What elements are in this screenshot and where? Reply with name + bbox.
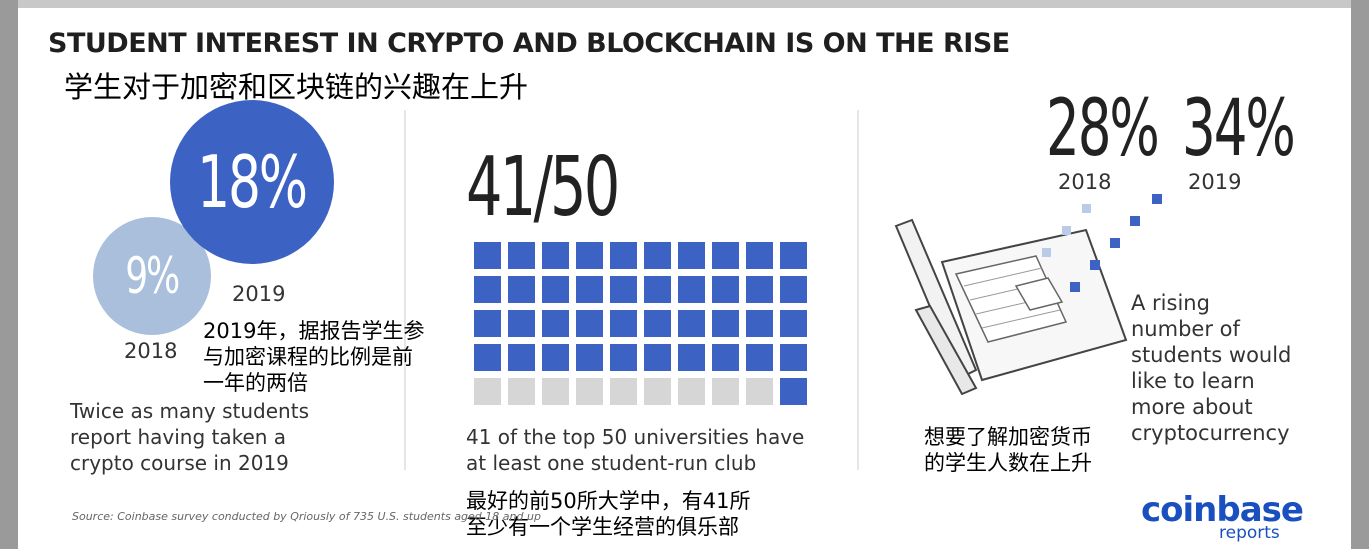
waffle-cell-filled: [644, 310, 671, 337]
bubble-2019-year: 2019: [232, 282, 286, 306]
left-frame: [0, 0, 18, 549]
trend-dot-2018-1: [1082, 204, 1091, 213]
waffle-grid: [474, 242, 814, 405]
waffle-headline: 41/50: [466, 140, 620, 235]
waffle-cell-filled: [508, 310, 535, 337]
waffle-cell-filled: [746, 310, 773, 337]
brand-sub: reports: [1219, 523, 1280, 543]
waffle-cell-filled: [576, 276, 603, 303]
waffle-cell-filled: [610, 344, 637, 371]
trend-dot-2018-3: [1042, 248, 1051, 257]
waffle-cell-filled: [712, 242, 739, 269]
waffle-cell-filled: [508, 276, 535, 303]
waffle-cell-filled: [780, 310, 807, 337]
waffle-cell-filled: [542, 242, 569, 269]
trend-dot-2019-2: [1130, 216, 1140, 226]
waffle-cell-filled: [542, 276, 569, 303]
waffle-cell-empty: [610, 378, 637, 405]
trend-dot-2018-2: [1062, 226, 1071, 235]
waffle-cell-filled: [712, 344, 739, 371]
right-frame: [1351, 0, 1369, 549]
page-title: STUDENT INTEREST IN CRYPTO AND BLOCKCHAI…: [48, 28, 1010, 59]
waffle-cell-filled: [746, 242, 773, 269]
waffle-cell-filled: [678, 310, 705, 337]
waffle-cell-filled: [576, 310, 603, 337]
waffle-cell-empty: [712, 378, 739, 405]
waffle-cell-filled: [474, 276, 501, 303]
bubble-2018-year: 2018: [124, 339, 178, 363]
waffle-cell-filled: [780, 242, 807, 269]
waffle-cell-filled: [508, 242, 535, 269]
bubble-2019: 18%: [170, 100, 334, 264]
waffle-cell-filled: [746, 276, 773, 303]
middle-caption-cn: 最好的前50所大学中，有41所 至少有一个学生经营的俱乐部: [466, 489, 751, 539]
waffle-cell-filled: [678, 276, 705, 303]
trend-dot-2019-5: [1070, 282, 1080, 292]
waffle-cell-filled: [542, 344, 569, 371]
right-value-2019: 34%: [1182, 84, 1296, 174]
trend-dot-2019-3: [1110, 238, 1120, 248]
trend-dot-2019-4: [1090, 260, 1100, 270]
trend-dot-2019-1: [1152, 194, 1162, 204]
left-caption: Twice as many students report having tak…: [70, 399, 309, 475]
divider-left: [404, 110, 406, 470]
waffle-cell-filled: [678, 242, 705, 269]
waffle-cell-filled: [780, 276, 807, 303]
right-caption-cn: 想要了解加密货币 的学生人数在上升: [924, 425, 1092, 475]
waffle-cell-filled: [678, 344, 705, 371]
right-year-2018: 2018: [1058, 170, 1112, 194]
source-note: Source: Coinbase survey conducted by Qri…: [72, 510, 541, 523]
page-title-cn: 学生对于加密和区块链的兴趣在上升: [64, 70, 529, 104]
bubble-2018-label: 9%: [125, 247, 181, 305]
waffle-cell-empty: [644, 378, 671, 405]
waffle-cell-filled: [576, 344, 603, 371]
waffle-cell-filled: [474, 310, 501, 337]
waffle-cell-filled: [474, 242, 501, 269]
right-caption: A rising number of students would like t…: [1131, 291, 1292, 445]
waffle-cell-empty: [576, 378, 603, 405]
waffle-cell-filled: [746, 344, 773, 371]
middle-caption: 41 of the top 50 universities have at le…: [466, 425, 805, 475]
right-year-2019: 2019: [1188, 170, 1242, 194]
right-value-2018: 28%: [1046, 84, 1160, 174]
waffle-cell-filled: [780, 378, 807, 405]
waffle-cell-filled: [712, 276, 739, 303]
laptop-icon: [894, 194, 1162, 396]
waffle-cell-empty: [474, 378, 501, 405]
waffle-cell-empty: [508, 378, 535, 405]
waffle-cell-filled: [508, 344, 535, 371]
bubble-2019-label: 18%: [197, 140, 309, 224]
top-frame: [18, 0, 1351, 8]
waffle-cell-filled: [610, 242, 637, 269]
waffle-cell-empty: [678, 378, 705, 405]
waffle-cell-filled: [644, 242, 671, 269]
waffle-cell-filled: [644, 344, 671, 371]
waffle-cell-filled: [542, 310, 569, 337]
waffle-cell-filled: [610, 276, 637, 303]
waffle-cell-filled: [712, 310, 739, 337]
waffle-cell-empty: [542, 378, 569, 405]
waffle-cell-filled: [576, 242, 603, 269]
waffle-cell-filled: [644, 276, 671, 303]
waffle-cell-filled: [780, 344, 807, 371]
brand-logo: coinbase: [1141, 490, 1304, 530]
left-caption-cn: 2019年，据报告学生参 与加密课程的比例是前 一年的两倍: [203, 319, 425, 395]
divider-right: [857, 110, 859, 470]
waffle-cell-empty: [746, 378, 773, 405]
waffle-cell-filled: [474, 344, 501, 371]
waffle-cell-filled: [610, 310, 637, 337]
